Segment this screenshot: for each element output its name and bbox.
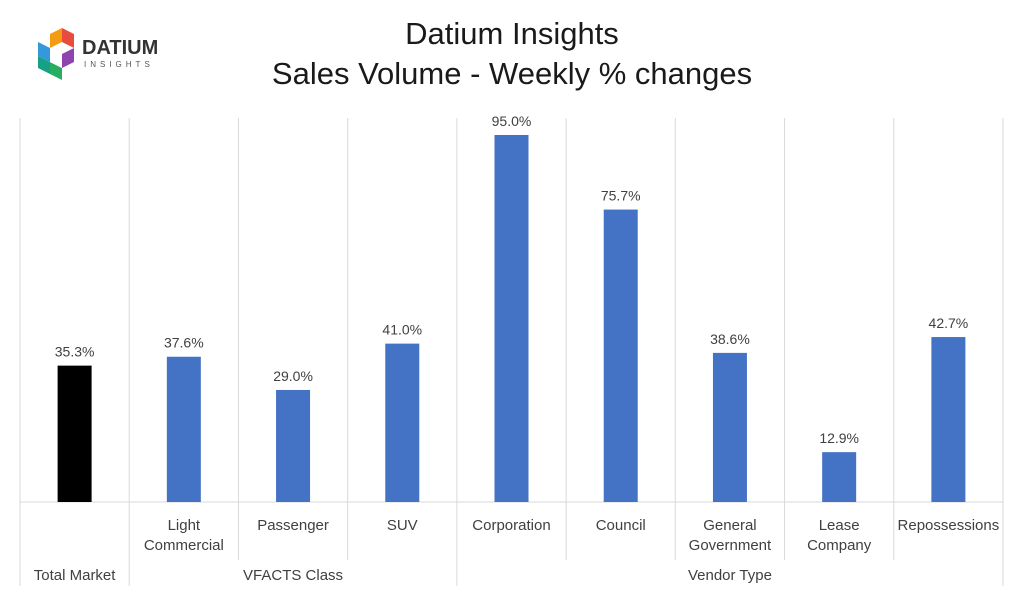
group-label: Vendor Type <box>688 567 772 584</box>
data-label: 29.0% <box>273 368 313 384</box>
datium-logo: DATIUM INSIGHTS <box>38 28 158 80</box>
category-tick-label: Lease <box>819 517 860 534</box>
logo-tagline: INSIGHTS <box>84 60 154 69</box>
bar <box>385 343 420 502</box>
data-label: 35.3% <box>55 344 95 360</box>
data-label: 75.7% <box>601 188 641 204</box>
category-tick-label: Passenger <box>257 517 329 534</box>
chart-subtitle: Sales Volume - Weekly % changes <box>271 56 753 91</box>
bar <box>276 389 311 502</box>
bar <box>712 352 747 502</box>
data-label: 95.0% <box>492 113 532 129</box>
data-label: 38.6% <box>710 331 750 347</box>
category-tick-label: General <box>703 517 756 534</box>
data-label: 41.0% <box>382 322 422 338</box>
bar <box>822 452 857 502</box>
bar <box>57 365 92 502</box>
bar <box>603 209 638 502</box>
category-tick-label: SUV <box>387 517 418 534</box>
category-tick-label: Commercial <box>144 537 224 554</box>
logo-mark <box>38 28 74 80</box>
data-label: 42.7% <box>929 315 969 331</box>
category-tick-label: Corporation <box>472 517 550 534</box>
category-tick-label: Council <box>596 517 646 534</box>
category-tick-label: Government <box>689 537 772 554</box>
chart-title: Datium Insights <box>405 16 619 51</box>
data-label: 37.6% <box>164 335 204 351</box>
bar <box>931 337 966 502</box>
category-tick-label: Light <box>168 517 201 534</box>
group-label: Total Market <box>34 567 117 584</box>
logo-name: DATIUM <box>82 37 158 59</box>
chart-titles: Datium Insights Sales Volume - Weekly % … <box>0 14 1024 94</box>
data-label: 12.9% <box>819 430 859 446</box>
group-label: VFACTS Class <box>243 567 343 584</box>
category-tick-label: Company <box>807 537 872 554</box>
category-tick-label: Repossessions <box>898 517 1000 534</box>
bar <box>166 356 201 502</box>
bar <box>494 135 529 502</box>
